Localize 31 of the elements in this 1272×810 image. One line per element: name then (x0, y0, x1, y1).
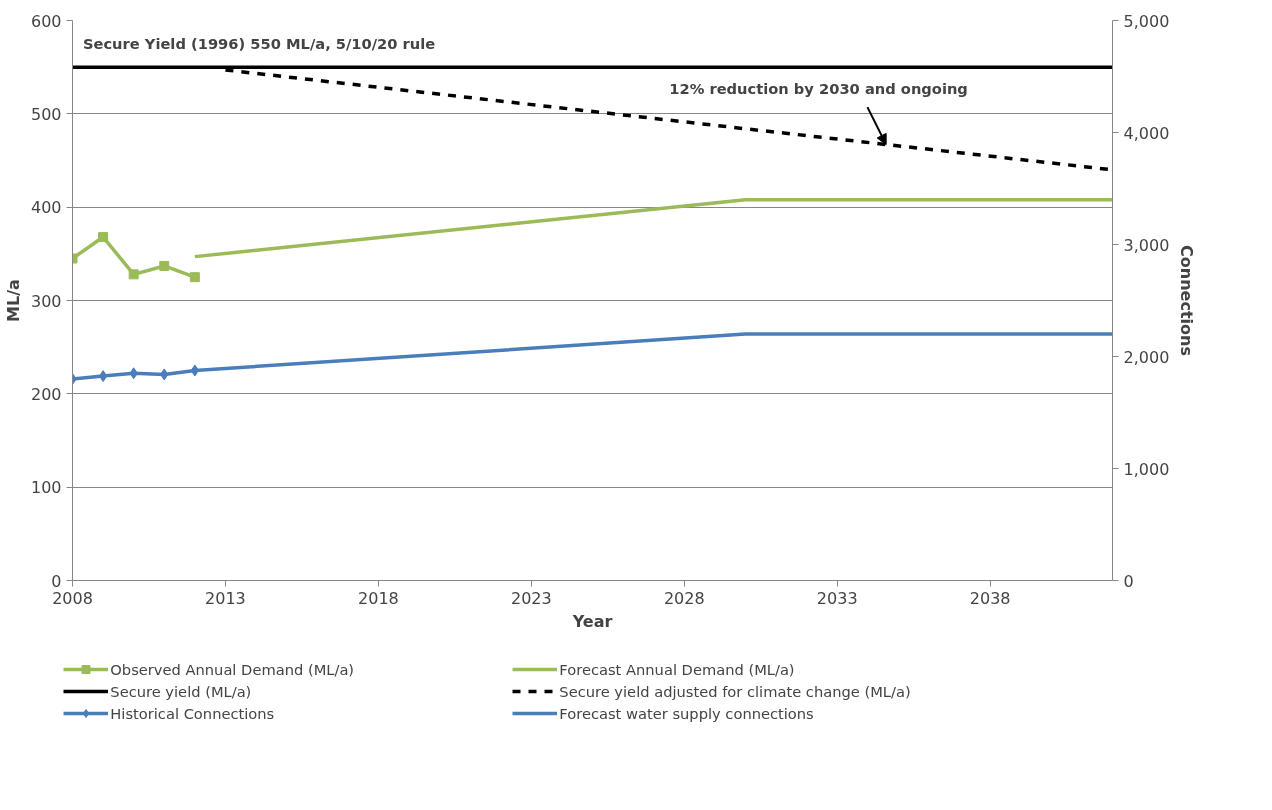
y2-axis-title: Connections (1177, 245, 1197, 356)
y-tick-label: 0 (51, 571, 62, 591)
x-tick-label: 2023 (510, 588, 552, 608)
y-axis-title: ML/a (3, 279, 23, 322)
legend-label: Secure yield (ML/a) (110, 682, 253, 700)
legend-label: Forecast Annual Demand (ML/a) (559, 660, 796, 678)
x-axis-title: Year (571, 611, 613, 631)
x-tick-label: 2008 (52, 588, 93, 608)
y2-tick-label: 1,000 (1123, 459, 1170, 479)
y-tick-label: 100 (30, 478, 62, 498)
x-tick-label: 2028 (663, 588, 705, 608)
legend-label: Historical Connections (110, 704, 276, 722)
x-tick-label: 2018 (358, 588, 399, 608)
y-tick-label: 200 (30, 384, 62, 404)
annotation: Secure Yield (1996) 550 ML/a, 5/10/20 rule (82, 34, 436, 52)
legend-label: Forecast water supply connections (559, 704, 815, 722)
y-tick-label: 400 (30, 198, 62, 218)
annotation: 12% reduction by 2030 and ongoing (669, 80, 968, 98)
x-tick-label: 2013 (205, 588, 246, 608)
y2-tick-label: 4,000 (1123, 123, 1170, 143)
y-tick-label: 600 (30, 11, 62, 31)
x-tick-label: 2033 (816, 588, 858, 608)
y-tick-label: 300 (30, 291, 62, 311)
legend-label: Observed Annual Demand (ML/a) (110, 660, 356, 678)
y2-tick-label: 5,000 (1123, 11, 1170, 31)
y-tick-label: 500 (30, 104, 62, 124)
legend-label: Secure yield adjusted for climate change (ML/a) (559, 682, 912, 700)
x-tick-label: 2038 (969, 588, 1011, 608)
y2-tick-label: 3,000 (1123, 235, 1170, 255)
y2-tick-label: 0 (1123, 571, 1134, 591)
y2-tick-label: 2,000 (1123, 347, 1170, 367)
